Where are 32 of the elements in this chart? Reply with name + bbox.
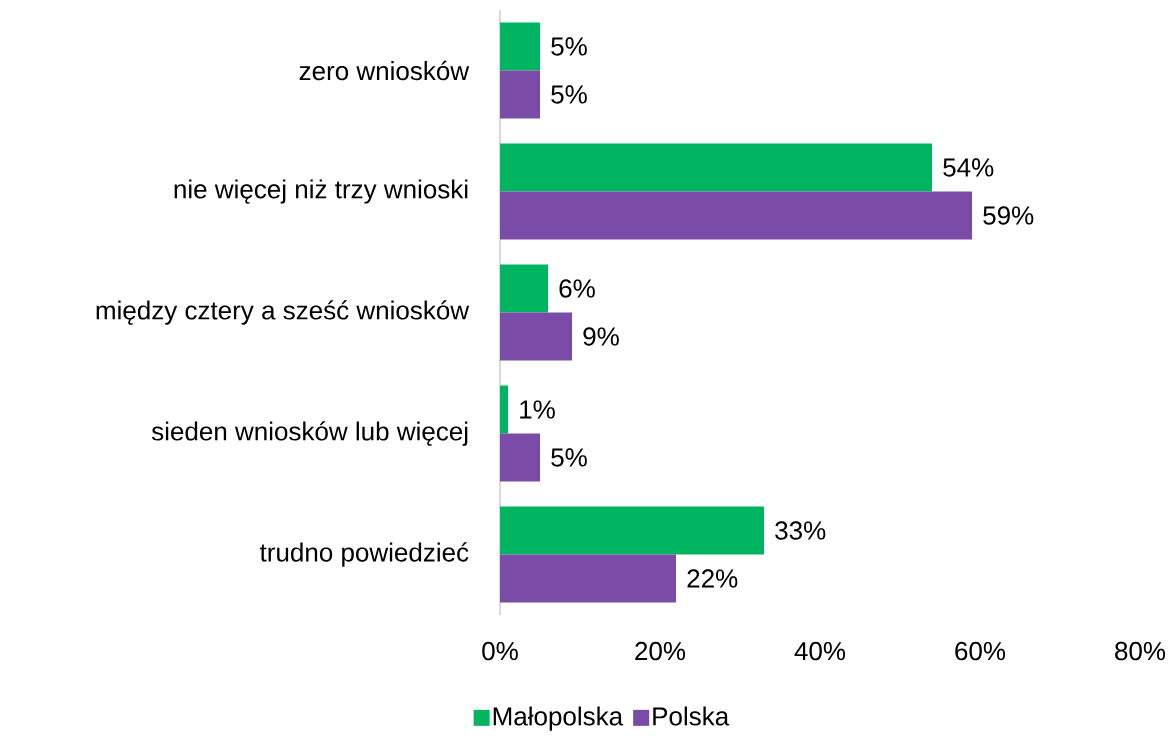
legend-label: Polska (653, 706, 730, 726)
bar (500, 264, 548, 313)
data-label: 5% (551, 85, 587, 104)
y-tick-label: zero wniosków (299, 60, 470, 81)
bar (500, 554, 676, 603)
bar (500, 70, 540, 119)
bar (500, 312, 572, 361)
data-label: 54% (943, 158, 994, 177)
bar (500, 433, 540, 482)
data-label: 22% (687, 569, 738, 588)
x-tick-label: 40% (794, 641, 846, 661)
data-label: 1% (520, 400, 555, 419)
x-tick-label: 80% (1115, 641, 1166, 661)
data-label: 59% (983, 206, 1034, 225)
bar (500, 191, 972, 240)
x-tick-label: 0% (482, 641, 518, 661)
bar (500, 506, 764, 555)
data-label: 5% (551, 37, 587, 56)
y-tick-label: nie więcej niż trzy wnioski (174, 179, 468, 204)
bar (500, 143, 932, 192)
bar (500, 385, 508, 434)
data-label: 6% (559, 279, 595, 298)
data-label: 5% (551, 448, 587, 467)
y-tick-label: sieden wniosków lub więcej (151, 421, 468, 446)
bar (500, 22, 540, 71)
y-tick-label: między cztery a sześć wniosków (96, 300, 470, 325)
x-tick-label: 60% (955, 641, 1006, 661)
data-label: 33% (775, 521, 826, 540)
x-tick-label: 20% (635, 641, 686, 661)
y-tick-label: trudno powiedzieć (259, 542, 469, 567)
data-label: 9% (583, 327, 619, 346)
legend-label: Małopolska (493, 706, 624, 731)
